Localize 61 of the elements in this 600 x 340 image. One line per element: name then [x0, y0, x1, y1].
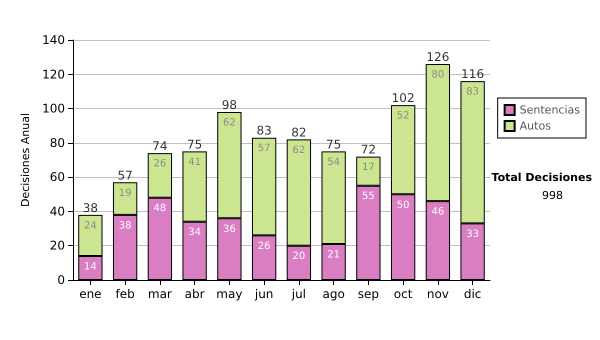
data-label: 19	[118, 188, 132, 199]
data-label: 38	[118, 220, 132, 232]
x-tick-label: mar	[148, 287, 172, 301]
data-label: 36	[223, 224, 236, 235]
total-label: 75	[186, 137, 202, 152]
x-tick-label: abr	[184, 287, 205, 301]
total-label: 116	[461, 67, 484, 82]
data-label: 26	[258, 240, 270, 252]
data-label: 24	[84, 220, 97, 232]
total-label: 75	[326, 137, 342, 152]
text: Total Decisiones	[492, 171, 592, 184]
data-label: 17	[362, 162, 375, 174]
total-label: 102	[392, 91, 415, 106]
y-tick-label: 60	[50, 170, 65, 184]
text: 998	[542, 189, 564, 202]
data-label: 41	[188, 156, 201, 168]
y-tick-label: 20	[50, 238, 65, 253]
y-tick-label: 140	[42, 33, 65, 47]
legend-label: Sentencias	[520, 104, 580, 116]
x-tick-label: may	[216, 287, 242, 301]
data-label: 62	[223, 118, 236, 128]
y-tick-label: 120	[42, 67, 65, 82]
data-label: 46	[432, 206, 444, 218]
data-label: 54	[327, 156, 340, 168]
data-label: 20	[292, 251, 306, 262]
x-tick-label: dic	[464, 287, 482, 301]
data-label: 57	[258, 143, 270, 154]
x-tick-label: oct	[394, 287, 413, 301]
y-tick-label: 40	[50, 204, 65, 218]
data-label: 48	[154, 203, 166, 214]
total-label: 38	[82, 200, 98, 215]
x-tick-label: ene	[79, 287, 102, 301]
total-label: 126	[426, 50, 450, 64]
data-label: 21	[327, 250, 340, 260]
y-tick-label: 0	[57, 273, 65, 287]
data-label: 62	[292, 144, 306, 156]
x-tick-label: sep	[358, 287, 380, 301]
total-label: 98	[222, 98, 238, 112]
data-label: 55	[362, 191, 375, 202]
data-label: 14	[84, 262, 97, 272]
x-tick-label: feb	[116, 287, 135, 301]
total-label: 57	[117, 168, 133, 182]
legend-label: Autos	[520, 120, 552, 132]
data-label: 34	[188, 227, 201, 238]
y-tick-label: 100	[42, 102, 65, 116]
data-label: 26	[154, 158, 166, 170]
x-tick-label: ago	[322, 287, 345, 301]
total-label: 82	[291, 125, 307, 140]
total-label: 74	[152, 139, 168, 154]
data-label: 33	[466, 228, 479, 240]
data-label: 80	[432, 70, 444, 80]
x-tick-label: jun	[254, 287, 274, 301]
data-label: 50	[396, 200, 410, 211]
total-label: 83	[256, 124, 272, 138]
y-tick-label: 80	[50, 136, 65, 150]
data-label: 83	[466, 86, 479, 98]
x-tick-label: nov	[426, 287, 449, 301]
total-label: 72	[360, 142, 376, 157]
y-axis-title: Decisiones Anual	[19, 112, 32, 208]
data-label: 52	[396, 110, 410, 122]
x-tick-label: jul	[290, 287, 306, 301]
